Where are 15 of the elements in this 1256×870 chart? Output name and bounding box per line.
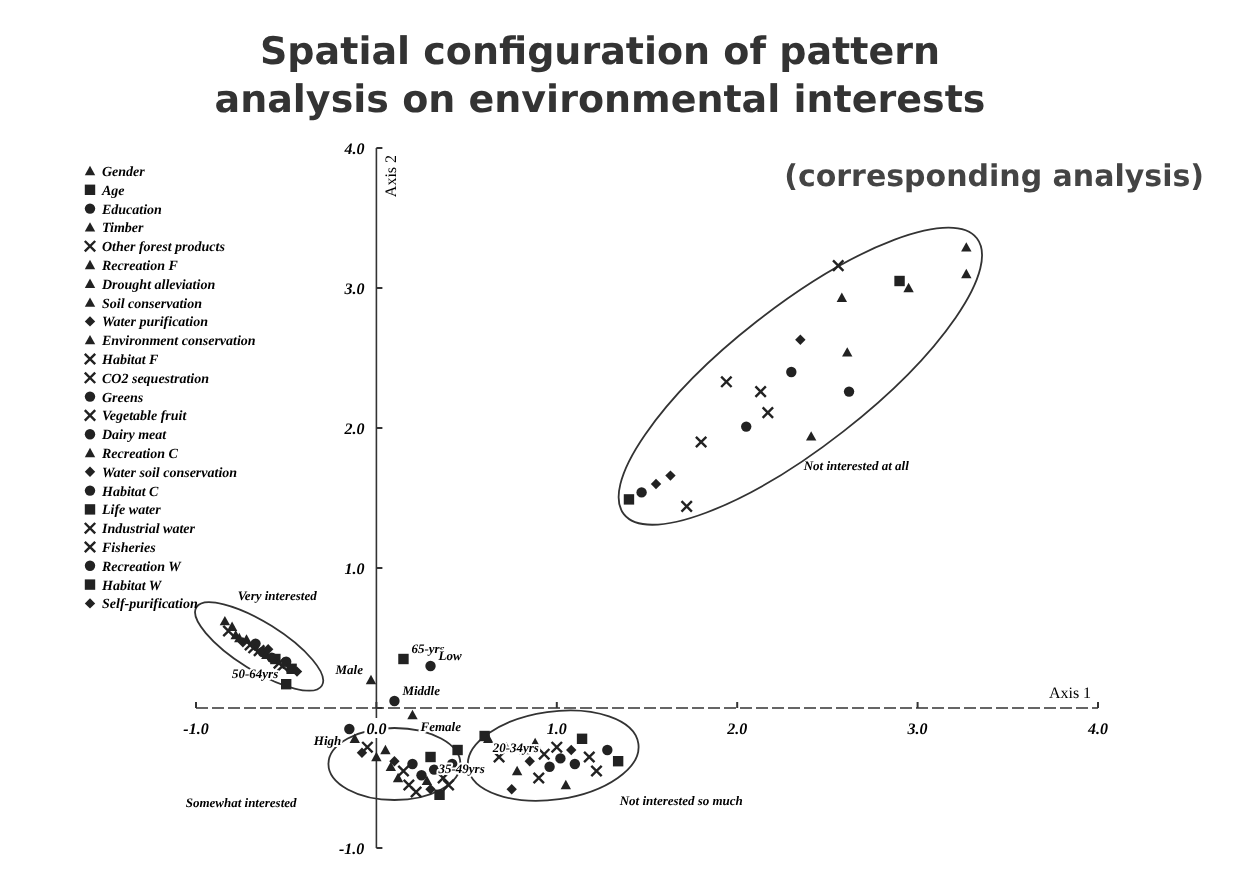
x-tick-label: 3.0 xyxy=(905,720,928,738)
x-tick-label: 1.0 xyxy=(546,720,567,738)
chart-title: Spatial configuration of pattern analysis on environmental interests xyxy=(214,30,986,122)
chart-subtitle: (corresponding analysis) xyxy=(784,158,1204,194)
x-axis-title: Axis 1 xyxy=(1048,684,1092,702)
y-tick-label: -1.0 xyxy=(339,840,365,858)
y-tick-label: 1.0 xyxy=(344,560,365,578)
x-tick-label: 2.0 xyxy=(725,720,748,738)
y-tick-label: 2.0 xyxy=(342,420,365,438)
x-tick-label: -1.0 xyxy=(183,720,209,738)
y-tick-label: 3.0 xyxy=(342,280,365,298)
y-tick-label: 4.0 xyxy=(342,140,365,158)
x-tick-label: 0.0 xyxy=(366,720,387,738)
x-tick-label: 4.0 xyxy=(1086,720,1108,738)
y-axis-title: Axis 2 xyxy=(382,154,401,198)
